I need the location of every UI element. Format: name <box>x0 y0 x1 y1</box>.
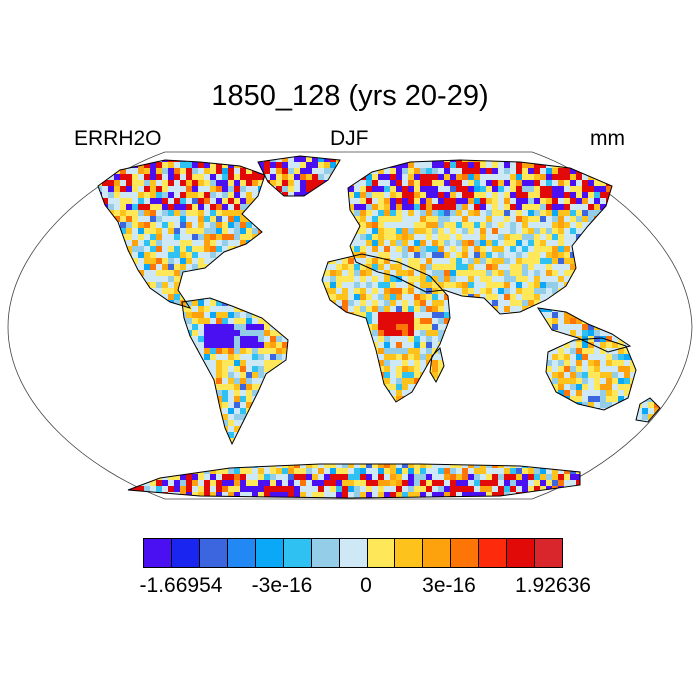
colorbar-swatch <box>171 539 200 567</box>
colorbar-swatch <box>311 539 340 567</box>
coastlines <box>97 155 661 499</box>
colorbar-swatch <box>227 539 256 567</box>
colorbar-swatch <box>144 539 172 567</box>
colorbar-tick-label: 3e-16 <box>422 574 476 597</box>
colorbar-swatch <box>507 539 536 567</box>
colorbar-swatch <box>479 539 508 567</box>
colorbar <box>143 538 563 568</box>
variable-label: ERRH2O <box>74 127 162 150</box>
plot-title: 1850_128 (yrs 20-29) <box>211 80 489 112</box>
colorbar-tick-label: -1.66954 <box>139 574 223 597</box>
colorbar-tick-label: 1.92636 <box>515 574 591 597</box>
colorbar-swatch <box>423 539 452 567</box>
colorbar-tick-label: 0 <box>360 574 372 597</box>
colorbar-swatch <box>395 539 424 567</box>
units-label: mm <box>590 127 625 150</box>
colorbar-swatch <box>283 539 312 567</box>
colorbar-swatch <box>339 539 368 567</box>
colorbar-tick-label: -3e-16 <box>251 574 313 597</box>
colorbar-swatch <box>255 539 284 567</box>
colorbar-swatch <box>367 539 396 567</box>
colorbar-swatch <box>535 539 563 567</box>
colorbar-swatch <box>451 539 480 567</box>
colorbar-swatch <box>199 539 228 567</box>
season-label: DJF <box>330 127 369 150</box>
